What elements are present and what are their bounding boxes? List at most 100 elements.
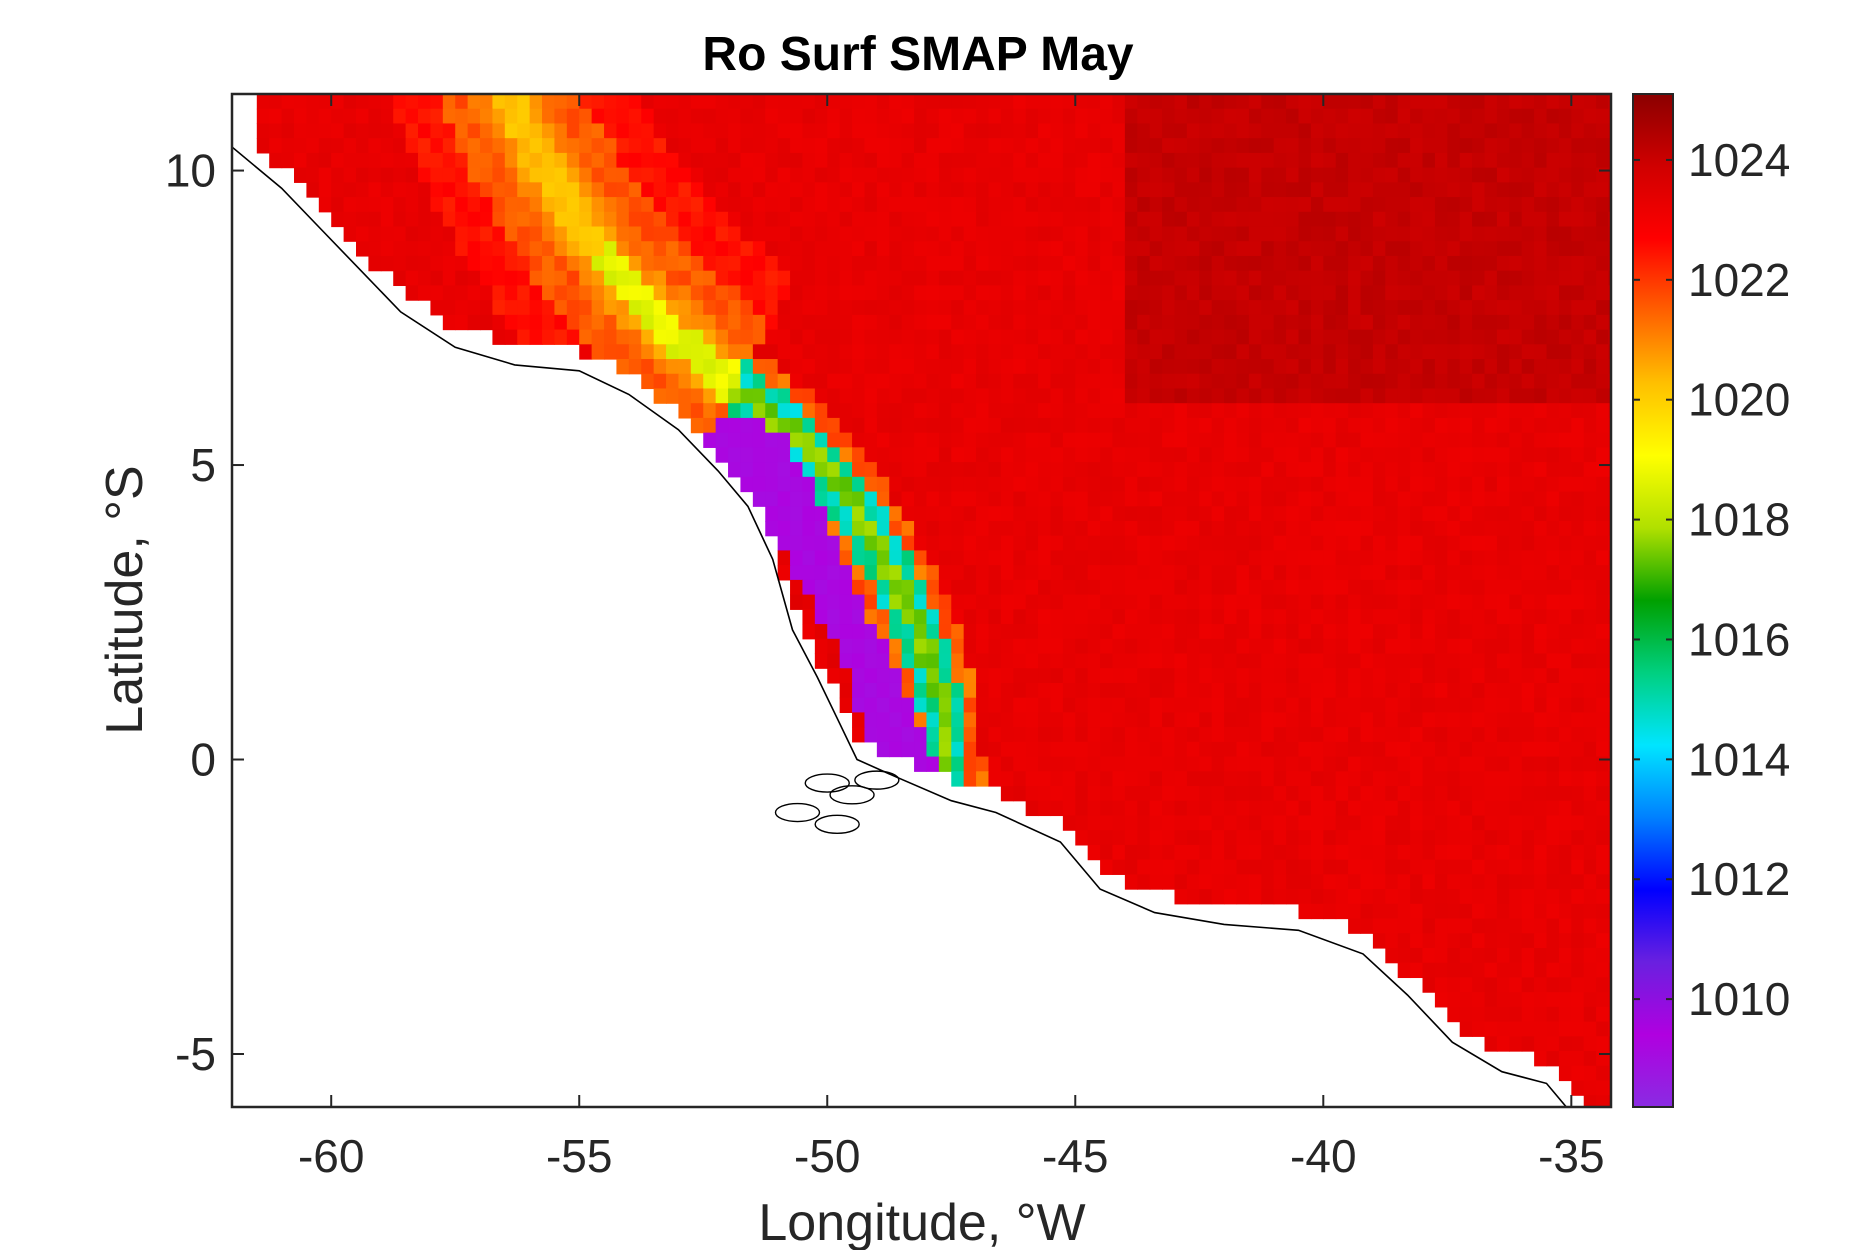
field-cell <box>752 329 766 345</box>
field-cell <box>1236 609 1250 625</box>
field-cell <box>1335 167 1349 183</box>
field-cell <box>1521 727 1535 743</box>
field-cell <box>1348 520 1362 537</box>
field-cell <box>1360 211 1374 228</box>
field-cell <box>1509 594 1523 610</box>
field-cell <box>976 329 990 345</box>
field-cell <box>839 197 853 213</box>
field-cell <box>566 241 580 257</box>
field-cell <box>938 329 952 345</box>
field-cell <box>914 741 928 758</box>
field-cell <box>1162 226 1176 242</box>
field-cell <box>1534 1021 1548 1037</box>
field-cell <box>1112 182 1126 198</box>
field-cell <box>889 609 903 625</box>
field-cell <box>976 197 990 213</box>
field-cell <box>1174 270 1188 287</box>
field-cell <box>1137 668 1151 684</box>
field-cell <box>1199 138 1213 154</box>
field-cell <box>1162 138 1176 154</box>
field-cell <box>1124 786 1138 802</box>
field-cell <box>455 182 469 198</box>
field-cell <box>666 344 680 360</box>
field-cell <box>852 506 866 522</box>
field-cell <box>1087 520 1101 537</box>
field-cell <box>1298 255 1312 272</box>
field-cell <box>963 432 977 448</box>
field-cell <box>1087 653 1101 669</box>
field-cell <box>1385 211 1399 228</box>
field-cell <box>529 314 543 331</box>
field-cell <box>641 152 655 169</box>
field-cell <box>1521 314 1535 331</box>
field-cell <box>1534 815 1548 831</box>
field-cell <box>1236 874 1250 890</box>
colorbar-tick-label: 1018 <box>1688 494 1790 546</box>
field-cell <box>827 359 841 375</box>
field-cell <box>1571 226 1585 242</box>
field-cell <box>1348 491 1362 507</box>
field-cell <box>1348 167 1362 183</box>
field-cell <box>1087 668 1101 684</box>
field-cell <box>1236 359 1250 375</box>
field-cell <box>1013 550 1027 566</box>
field-cell <box>1224 712 1238 728</box>
field-cell <box>1162 491 1176 507</box>
field-cell <box>1397 491 1411 507</box>
field-cell <box>839 388 853 404</box>
field-cell <box>951 314 965 331</box>
field-cell <box>740 211 754 228</box>
field-cell <box>1558 359 1572 375</box>
field-cell <box>331 108 345 125</box>
field-cell <box>1521 359 1535 375</box>
field-cell <box>1410 138 1424 154</box>
field-cell <box>678 388 692 404</box>
field-cell <box>1323 638 1337 655</box>
field-cell <box>1335 344 1349 360</box>
field-cell <box>1397 520 1411 537</box>
field-cell <box>864 108 878 125</box>
field-cell <box>765 462 779 478</box>
field-cell <box>926 594 940 610</box>
field-cell <box>1472 992 1486 1008</box>
field-cell <box>839 506 853 522</box>
field-cell <box>1410 741 1424 758</box>
field-cell <box>889 300 903 316</box>
field-cell <box>814 197 828 213</box>
field-cell <box>430 182 444 198</box>
field-cell <box>963 506 977 522</box>
field-cell <box>777 270 791 287</box>
field-cell <box>1075 388 1089 404</box>
field-cell <box>1174 727 1188 743</box>
field-cell <box>1199 874 1213 890</box>
field-cell <box>1050 403 1064 419</box>
field-cell <box>914 417 928 434</box>
field-cell <box>938 594 952 610</box>
field-cell <box>1323 182 1337 198</box>
field-cell <box>616 94 630 110</box>
field-cell <box>938 462 952 478</box>
field-cell <box>1397 830 1411 846</box>
field-cell <box>1534 123 1548 139</box>
field-cell <box>1360 108 1374 125</box>
field-cell <box>1236 565 1250 581</box>
field-cell <box>1199 462 1213 478</box>
field-cell <box>393 94 407 110</box>
field-cell <box>802 314 816 331</box>
field-cell <box>1434 668 1448 684</box>
field-cell <box>1583 255 1597 272</box>
field-cell <box>1434 417 1448 434</box>
field-cell <box>876 520 890 537</box>
field-cell <box>1075 300 1089 316</box>
field-cell <box>1323 565 1337 581</box>
field-cell <box>1162 152 1176 169</box>
field-cell <box>1558 668 1572 684</box>
field-cell <box>1484 314 1498 331</box>
field-cell <box>1348 182 1362 198</box>
field-cell <box>827 388 841 404</box>
field-cell <box>628 152 642 169</box>
field-cell <box>740 403 754 419</box>
field-cell <box>876 417 890 434</box>
field-cell <box>1558 462 1572 478</box>
field-cell <box>1472 682 1486 699</box>
